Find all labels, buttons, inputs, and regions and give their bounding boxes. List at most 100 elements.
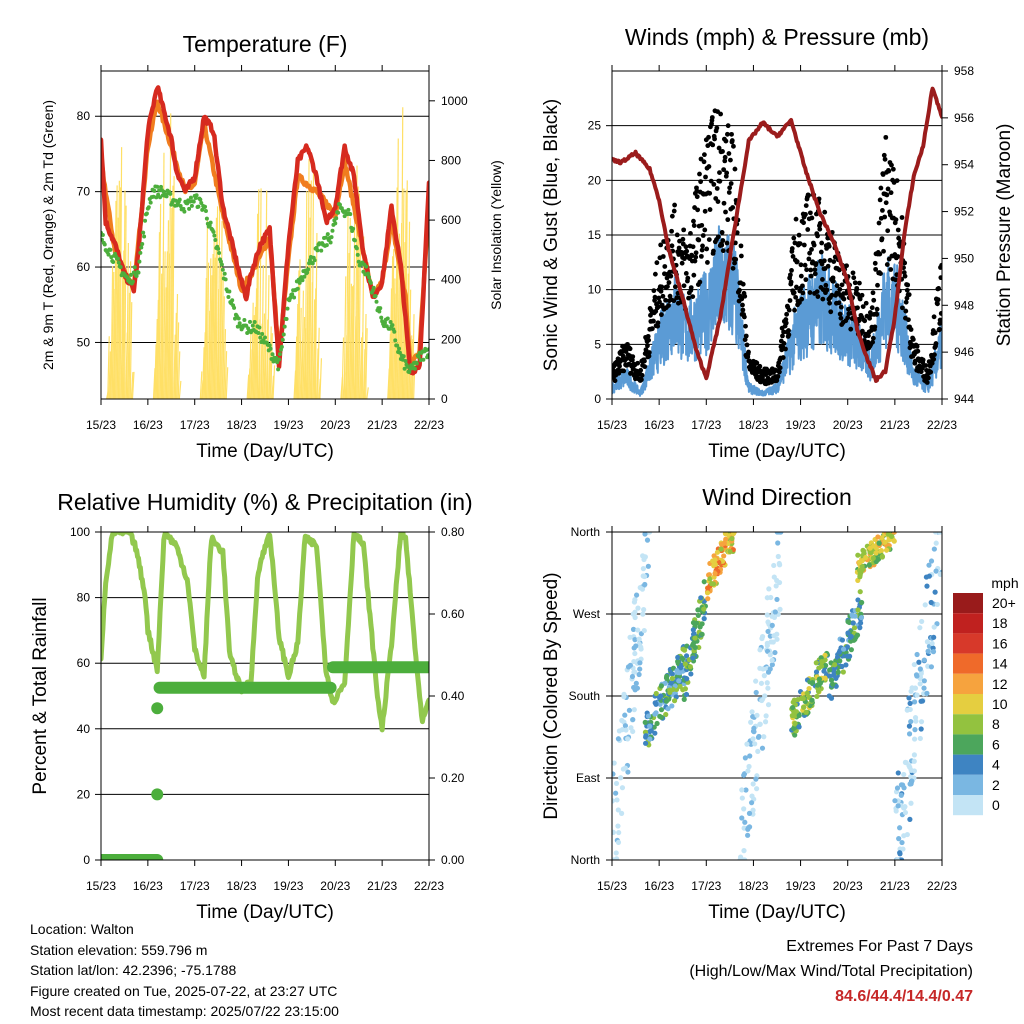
gust-point [741,314,747,320]
solar-mark [204,278,207,399]
gust-point [799,296,805,302]
gust-point [794,259,800,265]
gust-point [845,315,851,321]
gust-point [775,373,781,379]
solar-mark [314,233,318,399]
direction-point [771,562,777,569]
direction-point [906,763,912,769]
direction-point [612,771,616,777]
direction-point [630,626,637,632]
direction-point [712,571,718,577]
td-point [191,199,196,204]
direction-point [845,630,851,636]
direction-point [665,706,671,712]
direction-point [615,736,622,742]
gust-point [702,152,707,158]
gust-point [638,367,644,373]
gust-point [786,332,792,338]
solar-mark [131,371,135,399]
solar-mark [302,316,306,399]
td-point [204,216,209,221]
td-point [144,211,149,216]
direction-point [613,790,619,796]
td-point [368,280,373,285]
direction-point [831,670,837,676]
direction-point [645,713,652,719]
td-point [270,352,275,357]
gust-point [823,282,829,288]
gust-point [928,369,934,375]
direction-point [840,646,847,652]
td-point [203,208,208,213]
gust-point [708,178,714,184]
td-point [236,316,241,321]
direction-point [616,728,622,734]
gust-point [669,243,675,249]
solar-mark [165,251,168,399]
solar-mark [261,265,264,399]
y-axis-label: Percent & Total Rainfall [30,597,51,794]
solar-mark [130,372,134,399]
td-point [312,258,317,263]
direction-point [855,597,861,603]
direction-point [645,563,651,569]
legend-swatch [953,714,983,735]
td-point [378,306,383,311]
direction-point [641,556,647,563]
direction-point [753,678,759,684]
gust-point [938,275,942,281]
direction-point [750,781,756,787]
td-point [382,320,387,325]
direction-point [894,785,901,791]
td-point [315,248,320,253]
gust-point [707,190,713,196]
td-point [426,353,429,358]
gust-point [723,138,729,144]
gust-point [727,185,733,191]
gust-point [862,318,868,324]
solar-mark [223,329,227,399]
td-point [182,209,187,214]
y-tick-label: South [569,689,600,703]
gust-point [895,227,901,233]
solar-mark [219,221,223,399]
direction-point [809,679,816,686]
y-tick-label: 25 [588,119,602,133]
direction-point [765,628,771,635]
gust-point [908,327,914,332]
direction-point [647,723,653,729]
td-point [108,247,113,252]
gust-point [885,186,891,192]
td-point [390,323,395,328]
direction-point [653,690,659,697]
gust-point [822,209,828,215]
solar-mark [122,190,126,399]
direction-point [765,702,772,708]
gust-point [870,339,876,345]
direction-point [774,636,780,642]
plot-area [612,86,942,397]
solar-mark [157,232,161,399]
y2-tick-label: 0 [441,392,448,406]
series-direction [612,532,942,860]
gust-point [900,305,905,311]
gust-point [717,170,722,176]
direction-point [836,649,842,655]
direction-point [632,650,638,657]
direction-point [792,720,798,727]
direction-point [701,579,707,585]
direction-point [827,667,833,673]
direction-point [921,678,927,684]
plot-frame [611,531,943,861]
direction-point [901,771,907,778]
solar-mark [110,266,114,399]
solar-mark [246,374,250,399]
station-info: Location: Walton Station elevation: 559.… [30,919,339,1022]
gust-point [740,307,746,313]
direction-point [612,857,617,860]
direction-point [718,546,724,552]
direction-point [612,829,616,835]
direction-point [813,669,820,675]
gust-point [885,228,891,234]
gust-point [837,286,843,292]
